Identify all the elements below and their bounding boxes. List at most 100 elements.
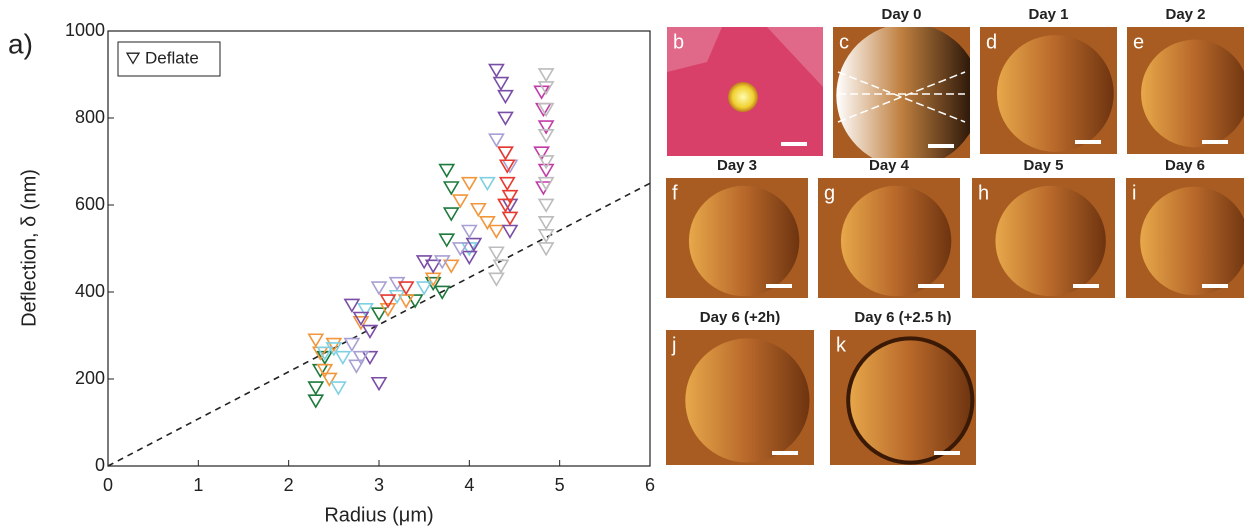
scale-bar [1073, 284, 1099, 288]
data-point [372, 282, 386, 294]
bubble [841, 186, 951, 296]
panel-letter: d [986, 31, 997, 53]
bubble [685, 338, 809, 462]
data-point [503, 191, 517, 203]
x-tick-label: 1 [193, 475, 203, 495]
data-point [539, 243, 553, 255]
image-panel [980, 27, 1117, 154]
y-tick-label: 600 [75, 194, 105, 214]
data-point [440, 165, 454, 177]
y-axis-label: Deflection, δ (nm) [18, 169, 40, 327]
panel-title: Day 2 [1165, 6, 1205, 23]
data-point [539, 69, 553, 81]
bubble [728, 82, 758, 112]
data-point [539, 199, 553, 211]
legend-label: Deflate [145, 48, 199, 67]
scale-bar [1202, 284, 1228, 288]
data-point [480, 178, 494, 190]
data-point [444, 182, 458, 194]
data-point [444, 208, 458, 220]
data-point [503, 226, 517, 238]
data-point [489, 65, 503, 77]
data-point [539, 121, 553, 133]
panel-title: Day 3 [717, 157, 757, 174]
data-point [489, 134, 503, 146]
data-point [440, 234, 454, 246]
scale-bar [772, 451, 798, 455]
image-panel [1126, 178, 1244, 298]
data-point [498, 112, 512, 124]
y-tick-label: 0 [95, 455, 105, 475]
panel-title: Day 6 (+2h) [700, 309, 780, 326]
data-point [489, 226, 503, 238]
image-panel [833, 23, 980, 167]
data-point [498, 91, 512, 103]
data-point [309, 382, 323, 394]
fit-line [108, 183, 650, 466]
y-tick-label: 400 [75, 281, 105, 301]
data-point [345, 339, 359, 351]
data-point [489, 273, 503, 285]
x-tick-label: 0 [103, 475, 113, 495]
data-point [500, 178, 514, 190]
data-point [336, 352, 350, 364]
data-point [494, 260, 508, 272]
image-panel [972, 178, 1115, 298]
image-panel [830, 330, 976, 465]
data-point [462, 178, 476, 190]
image-panels: bcDay 0dDay 1eDay 2fDay 3gDay 4hDay 5iDa… [666, 6, 1244, 465]
x-tick-label: 5 [555, 475, 565, 495]
x-tick-label: 3 [374, 475, 384, 495]
bubble [997, 35, 1114, 152]
scale-bar [766, 284, 792, 288]
y-tick-label: 1000 [65, 20, 105, 40]
panel-title: Day 6 [1165, 157, 1205, 174]
panel-letter: k [836, 334, 847, 356]
bubble [995, 186, 1105, 296]
panel-label: a) [8, 28, 33, 59]
panel-letter: g [824, 182, 835, 204]
data-point [489, 247, 503, 259]
bubble [836, 23, 980, 167]
scale-bar [928, 144, 954, 148]
panel-letter: b [673, 31, 684, 53]
panel-letter: i [1132, 182, 1136, 204]
data-point [535, 147, 549, 159]
panel-title: Day 5 [1023, 157, 1063, 174]
bubble [1140, 187, 1244, 296]
scale-bar [1075, 140, 1101, 144]
data-point [498, 147, 512, 159]
scale-bar [781, 142, 807, 146]
data-point [354, 317, 368, 329]
bubble [689, 186, 799, 296]
panel-letter: f [672, 182, 678, 204]
panel-title: Day 4 [869, 157, 910, 174]
data-point [331, 382, 345, 394]
data-point [462, 226, 476, 238]
bubble [848, 338, 972, 462]
scale-bar [934, 451, 960, 455]
data-point [498, 147, 512, 159]
data-point [426, 273, 440, 285]
x-tick-label: 2 [284, 475, 294, 495]
data-point [539, 217, 553, 229]
y-tick-label: 200 [75, 368, 105, 388]
panel-title: Day 0 [881, 6, 921, 23]
image-panel [667, 27, 823, 156]
scale-bar [1202, 140, 1228, 144]
figure: a) Deflection, δ (nm) Radius (μm) 012345… [0, 0, 1244, 529]
panel-letter: h [978, 182, 989, 204]
panel-letter: e [1133, 31, 1144, 53]
data-point [309, 395, 323, 407]
data-point [503, 212, 517, 224]
data-point [480, 217, 494, 229]
x-tick-label: 6 [645, 475, 655, 495]
panel-title: Day 1 [1028, 6, 1068, 23]
panel-title: Day 6 (+2.5 h) [854, 309, 951, 326]
panel-letter: j [671, 334, 676, 356]
image-panel [666, 178, 808, 298]
data-point [471, 204, 485, 216]
data-point [345, 299, 359, 311]
data-point [309, 334, 323, 346]
